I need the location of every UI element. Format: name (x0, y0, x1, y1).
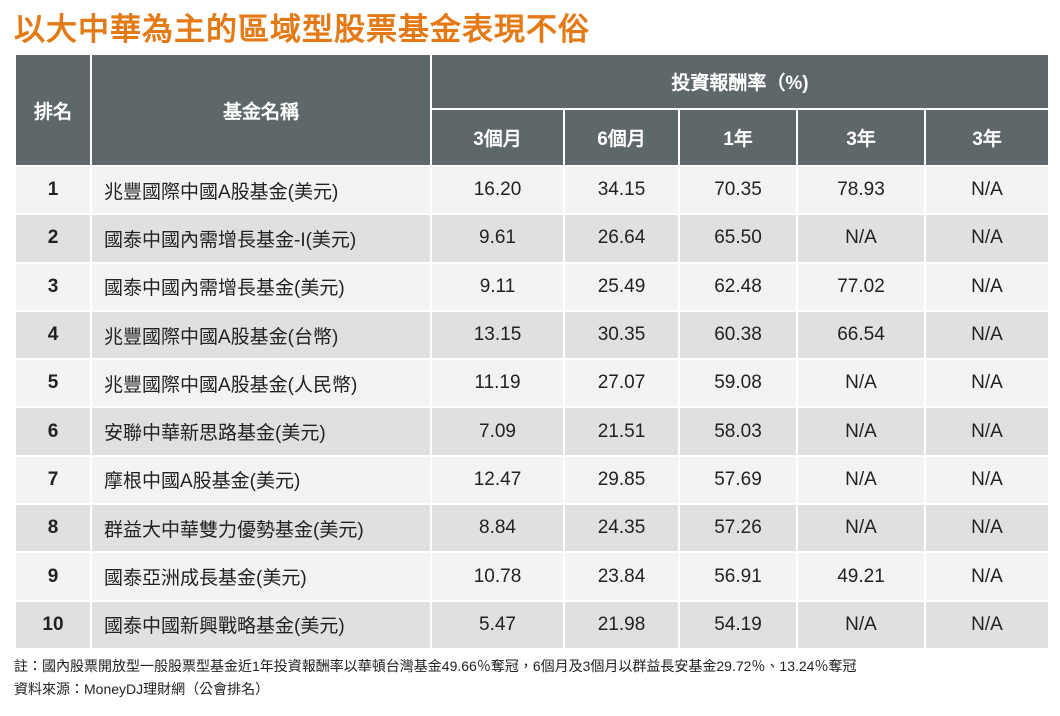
return-cell: 70.35 (678, 164, 798, 216)
rank-cell: 6 (14, 406, 92, 457)
return-cell: N/A (796, 213, 926, 264)
return-cell: 78.93 (796, 164, 926, 216)
header-cell: 3個月 (430, 108, 565, 167)
return-cell: N/A (923, 164, 1051, 216)
header-cell: 1年 (678, 108, 798, 167)
header-cell: 3年 (923, 108, 1051, 167)
return-cell: 7.09 (430, 406, 565, 457)
title: 以大中華為主的區域型股票基金表現不俗 (14, 12, 590, 47)
return-cell: N/A (923, 261, 1051, 312)
return-cell: 23.84 (563, 551, 680, 602)
table-row: 2 國泰中國內需增長基金-I(美元) 9.61 26.64 65.50 N/A N/A (14, 213, 1051, 264)
rank-cell: 5 (14, 358, 92, 409)
header-cell: 投資報酬率（%) (429, 53, 1051, 110)
return-cell: 5.47 (430, 599, 565, 650)
return-cell: 21.98 (563, 599, 680, 650)
rank-cell: 10 (14, 599, 92, 650)
rank-cell: 7 (14, 454, 92, 506)
return-cell: 27.07 (563, 358, 680, 409)
fund-name-cell: 國泰中國新興戰略基金(美元) (90, 599, 432, 650)
fund-name-cell: 國泰亞洲成長基金(美元) (90, 551, 432, 602)
table-row: 5 兆豐國際中國A股基金(人民幣) 11.19 27.07 59.08 N/A N/A (14, 358, 1051, 409)
return-cell: N/A (923, 309, 1051, 361)
return-cell: 57.26 (678, 503, 798, 554)
return-cell: N/A (923, 503, 1051, 554)
return-cell: 8.84 (430, 503, 565, 554)
return-cell: 62.48 (678, 261, 798, 312)
header-cell: 6個月 (563, 108, 680, 167)
return-cell: 26.64 (563, 213, 680, 264)
return-cell: 24.35 (563, 503, 680, 554)
return-cell: 29.85 (563, 454, 680, 506)
return-cell: 49.21 (796, 551, 926, 602)
header-cell: 3年 (796, 108, 926, 167)
return-cell: N/A (923, 454, 1051, 506)
table-row: 3 國泰中國內需增長基金(美元) 9.11 25.49 62.48 77.02 N/A (14, 261, 1051, 312)
table-row: 6 安聯中華新思路基金(美元) 7.09 21.51 58.03 N/A N/A (14, 406, 1051, 457)
return-cell: 21.51 (563, 406, 680, 457)
return-cell: N/A (796, 406, 926, 457)
fund-name-cell: 兆豐國際中國A股基金(人民幣) (90, 358, 432, 409)
rank-cell: 4 (14, 309, 92, 361)
return-cell: N/A (796, 454, 926, 506)
return-cell: 65.50 (678, 213, 798, 264)
return-cell: N/A (923, 213, 1051, 264)
footnote: 註：國內股票開放型一般股票型基金近1年投資報酬率以華頓台灣基金49.66％奪冠，… (14, 658, 857, 674)
rank-cell: 2 (14, 213, 92, 264)
return-cell: 34.15 (563, 164, 680, 216)
return-cell: 25.49 (563, 261, 680, 312)
return-cell: 12.47 (430, 454, 565, 506)
return-cell: N/A (796, 358, 926, 409)
return-cell: 9.61 (430, 213, 565, 264)
fund-name-cell: 國泰中國內需增長基金(美元) (90, 261, 432, 312)
header-cell: 基金名稱 (90, 53, 432, 167)
table-row: 4 兆豐國際中國A股基金(台幣) 13.15 30.35 60.38 66.54 N/A (14, 309, 1051, 361)
return-cell: 54.19 (678, 599, 798, 650)
source-note: 資料來源：MoneyDJ理財網（公會排名） (14, 681, 270, 697)
table-header: 排名 基金名稱 投資報酬率（%) 3個月 6個月 1年 3年 3年 (14, 53, 1051, 167)
return-cell: N/A (796, 599, 926, 650)
table-row: 10 國泰中國新興戰略基金(美元) 5.47 21.98 54.19 N/A N/A (14, 599, 1051, 650)
table-row: 9 國泰亞洲成長基金(美元) 10.78 23.84 56.91 49.21 N/A (14, 551, 1051, 602)
fund-name-cell: 兆豐國際中國A股基金(台幣) (90, 309, 432, 361)
return-cell: 10.78 (430, 551, 565, 602)
return-cell: N/A (923, 406, 1051, 457)
return-cell: 16.20 (430, 164, 565, 216)
fund-name-cell: 摩根中國A股基金(美元) (90, 454, 432, 506)
rank-cell: 1 (14, 164, 92, 216)
return-cell: 57.69 (678, 454, 798, 506)
header-cell: 排名 (14, 53, 92, 167)
rank-cell: 3 (14, 261, 92, 312)
return-cell: 30.35 (563, 309, 680, 361)
fund-name-cell: 國泰中國內需增長基金-I(美元) (90, 213, 432, 264)
header-row: 3個月 6個月 1年 3年 3年 (15, 108, 1051, 167)
return-cell: 58.03 (678, 406, 798, 457)
return-cell: 77.02 (796, 261, 926, 312)
return-cell: N/A (796, 503, 926, 554)
rank-cell: 9 (14, 551, 92, 602)
return-cell: N/A (923, 358, 1051, 409)
table-row: 8 群益大中華雙力優勢基金(美元) 8.84 24.35 57.26 N/A N/A (14, 503, 1051, 554)
fund-name-cell: 群益大中華雙力優勢基金(美元) (90, 503, 432, 554)
fund-name-cell: 兆豐國際中國A股基金(美元) (90, 164, 432, 216)
return-cell: 9.11 (430, 261, 565, 312)
return-cell: 56.91 (678, 551, 798, 602)
return-cell: 60.38 (678, 309, 798, 361)
header-row: 排名 基金名稱 投資報酬率（%) (14, 53, 1051, 167)
rank-cell: 8 (14, 503, 92, 554)
return-cell: 11.19 (430, 358, 565, 409)
table-row: 7 摩根中國A股基金(美元) 12.47 29.85 57.69 N/A N/A (14, 454, 1051, 506)
table-row: 1 兆豐國際中國A股基金(美元) 16.20 34.15 70.35 78.93 N/A (14, 164, 1051, 216)
return-cell: N/A (923, 551, 1051, 602)
return-cell: 59.08 (678, 358, 798, 409)
fund-table: 排名 基金名稱 投資報酬率（%) 3個月 6個月 1年 3年 3年 1 兆豐國際中國A股基… (14, 53, 1051, 650)
return-cell: N/A (923, 599, 1051, 650)
return-cell: 13.15 (430, 309, 565, 361)
fund-name-cell: 安聯中華新思路基金(美元) (90, 406, 432, 457)
return-cell: 66.54 (796, 309, 926, 361)
table-body: 1 兆豐國際中國A股基金(美元) 16.20 34.15 70.35 78.93 N/A 2 國… (14, 164, 1051, 650)
